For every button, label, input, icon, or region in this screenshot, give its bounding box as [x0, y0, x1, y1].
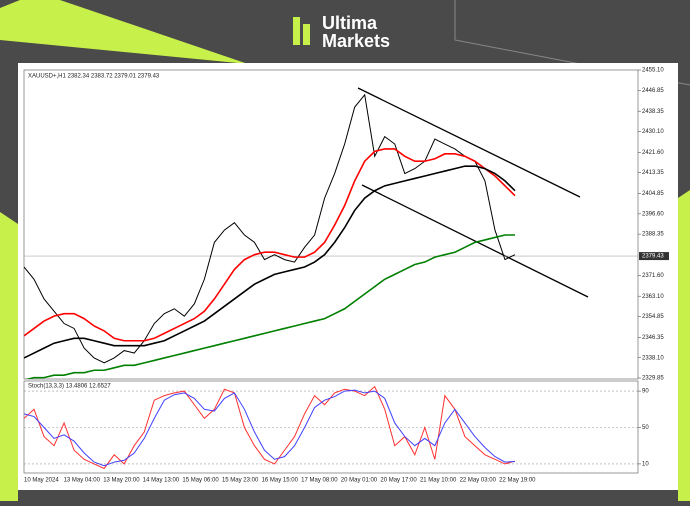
price-label: 2379.43: [642, 254, 664, 260]
y-tick-label: 2338.10: [642, 355, 664, 361]
x-tick-label: 22 May 19:00: [499, 478, 536, 484]
chart-panel: [18, 63, 678, 490]
series-line: [24, 389, 516, 467]
series-line: [24, 165, 516, 359]
y-tick-label: 2404.85: [642, 191, 664, 197]
series-line: [25, 234, 515, 379]
x-tick-label: 20 May 17:00: [380, 478, 417, 484]
chart-title: XAUUSD+,H1 2382.34 2383.72 2379.01 2379.…: [28, 74, 160, 80]
plot-frame: [23, 380, 639, 474]
y-tick-label: 2363.10: [642, 294, 664, 300]
y-tick-label: 2421.60: [642, 150, 664, 156]
trend-line: [357, 87, 581, 198]
x-tick-label: 15 May 23:00: [222, 478, 259, 484]
y-tick-label: 10: [642, 461, 649, 467]
x-tick-label: 13 May 20:00: [103, 478, 140, 484]
logo-icon: [293, 17, 300, 45]
y-tick-label: 2438.35: [642, 109, 664, 115]
brand: Markets: [322, 31, 390, 51]
y-tick-label: 2413.35: [642, 170, 664, 176]
x-tick-label: 15 May 06:00: [182, 478, 219, 484]
series-line: [24, 385, 516, 470]
y-tick-label: 90: [642, 389, 649, 395]
x-tick-label: 16 May 15:00: [262, 478, 299, 484]
x-tick-label: 20 May 01:00: [341, 478, 378, 484]
x-tick-label: 13 May 04:00: [64, 478, 101, 484]
logo-icon: [303, 24, 310, 45]
x-tick-label: 17 May 08:00: [301, 478, 338, 484]
x-tick-label: 10 May 2024: [24, 478, 59, 484]
accent-shape: [0, 0, 248, 64]
y-tick-label: 2455.10: [642, 68, 664, 74]
plot-frame: [23, 69, 639, 380]
y-tick-label: 2346.35: [642, 335, 664, 341]
y-tick-label: 2354.85: [642, 314, 664, 320]
y-tick-label: 2446.85: [642, 88, 664, 94]
y-tick-label: 2371.60: [642, 273, 664, 279]
y-tick-label: 2329.85: [642, 376, 664, 382]
chart-title: Stoch(13,3,3) 13.4806 12.6527: [28, 384, 111, 390]
y-tick-label: 2396.60: [642, 211, 664, 217]
y-tick-label: 2388.35: [642, 232, 664, 238]
y-tick-label: 50: [642, 425, 649, 431]
series-line: [24, 93, 516, 364]
y-tick-label: 2430.10: [642, 129, 664, 135]
x-tick-label: 14 May 13:00: [143, 478, 180, 484]
brand: Ultima: [322, 13, 378, 33]
accent-shape: [0, 212, 18, 501]
x-tick-label: 22 May 03:00: [460, 478, 497, 484]
price-label-box: [639, 252, 669, 261]
series-line: [24, 148, 516, 342]
trend-line: [361, 184, 589, 298]
x-tick-label: 21 May 10:00: [420, 478, 457, 484]
accent-shape: [678, 190, 690, 501]
